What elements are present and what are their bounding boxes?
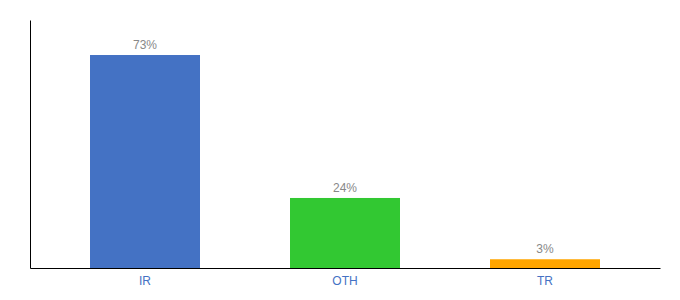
data-labels: 73% 24% 3% — [133, 38, 554, 256]
bar — [90, 55, 200, 268]
chart: IR OTH TR 73% 24% 3% — [0, 0, 680, 300]
plot: IR OTH TR 73% 24% 3% — [31, 21, 661, 288]
x-tick-label: TR — [537, 274, 553, 288]
x-tick-label: OTH — [332, 274, 357, 288]
data-label: 24% — [333, 181, 357, 195]
y-axis — [30, 21, 31, 269]
x-axis-line — [31, 268, 661, 269]
y-axis-line — [30, 21, 31, 269]
bar — [290, 198, 400, 268]
x-tick: IR — [139, 274, 151, 288]
bars — [90, 55, 600, 268]
data-label: 73% — [133, 38, 157, 52]
x-axis: IR OTH TR — [31, 269, 661, 288]
x-tick: OTH — [332, 274, 357, 288]
x-tick-label: IR — [139, 274, 151, 288]
data-label: 3% — [536, 242, 554, 256]
x-tick: TR — [537, 274, 553, 288]
bar — [490, 259, 600, 268]
